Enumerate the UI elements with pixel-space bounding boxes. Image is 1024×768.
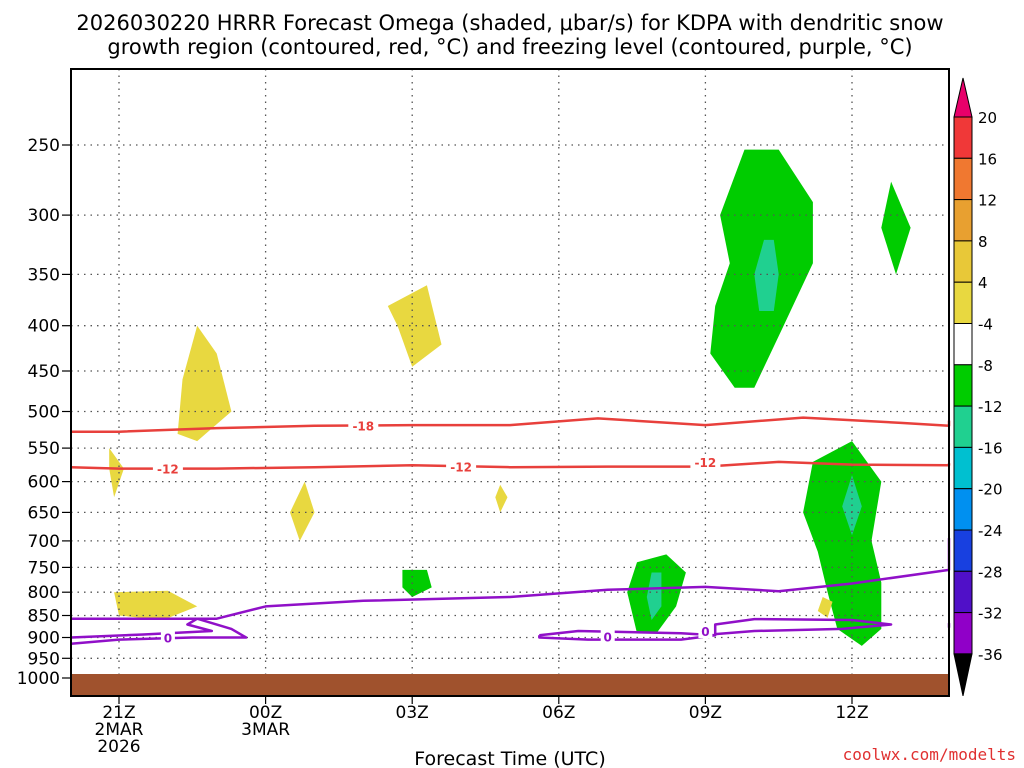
colorbar-label-9: -20: [978, 481, 1003, 499]
y-tick-label-600: 600: [28, 473, 60, 493]
freezing-loop-1: [538, 629, 717, 641]
colorbar-box-2: [953, 199, 973, 242]
grid-lines: [71, 69, 949, 696]
colorbar-box-4: [953, 281, 973, 325]
colorbar-top-arrow: [953, 77, 973, 118]
y-tick-label-650: 650: [28, 503, 60, 523]
y-tick-label-800: 800: [28, 583, 60, 603]
freezing-label-2-bg: [698, 623, 713, 638]
chart-title-line-2: growth region (contoured, red, °C) and f…: [107, 35, 912, 59]
omega-region-3: [387, 285, 442, 367]
colorbar-box-8: [953, 446, 973, 490]
colorbar-box-9: [953, 488, 973, 531]
freezing-loop-2: [713, 617, 893, 636]
omega-shading: [109, 149, 911, 646]
y-tick-label-900: 900: [28, 629, 60, 649]
x-axis-label: Forecast Time (UTC): [414, 748, 605, 768]
colorbar-label-1: 16: [978, 150, 997, 168]
dgz-extra-label-0-bg: [446, 458, 477, 474]
colorbar-box-0: [953, 116, 973, 159]
y-tick-label-500: 500: [28, 403, 60, 423]
colorbar-box-7: [953, 405, 973, 448]
dgz-label-0-bg: [348, 417, 379, 433]
omega-region-6: [290, 481, 315, 541]
colorbar-label-2: 12: [978, 192, 997, 210]
colorbar-box-3: [953, 240, 973, 283]
dgz-extra-label-0: -12: [450, 461, 472, 475]
omega-region-2: [881, 181, 911, 275]
colorbar-label-11: -28: [978, 563, 1003, 581]
omega-region-10: [495, 484, 508, 513]
colorbar-label-8: -16: [978, 439, 1003, 457]
colorbar-box-10: [953, 529, 973, 572]
colorbar-box-6: [953, 364, 973, 407]
omega-region-12: [803, 441, 882, 646]
colorbar-label-6: -8: [978, 357, 993, 375]
x-tick-label-21Z-0: 21Z: [102, 703, 135, 723]
x-tick-label-03Z-0: 03Z: [396, 703, 429, 723]
freezing-label-0-bg: [160, 629, 175, 645]
y-tick-label-850: 850: [28, 607, 60, 627]
ground-surface: [71, 674, 949, 696]
freezing-label-1: 0: [604, 631, 612, 645]
y-tick-label-550: 550: [28, 439, 60, 459]
colorbar-label-4: 4: [978, 274, 988, 292]
x-tick-label-21Z-1: 2MAR: [95, 720, 144, 740]
colorbar-box-11: [953, 570, 973, 614]
omega-region-11: [114, 590, 198, 620]
dgz-contour-0: [71, 416, 951, 433]
y-tick-label-750: 750: [28, 558, 60, 578]
colorbar-label-5: -4: [978, 316, 993, 334]
chart-title-line-1: 2026030220 HRRR Forecast Omega (shaded, …: [76, 11, 943, 35]
omega-region-9: [646, 572, 662, 620]
x-tick-label-09Z-0: 09Z: [689, 703, 722, 723]
freezing-label-1-bg: [600, 628, 615, 644]
x-tick-label-06Z-0: 06Z: [542, 703, 575, 723]
dgz-label-1: -12: [157, 463, 179, 477]
plot-border: [70, 68, 950, 697]
colorbar-label-10: -24: [978, 522, 1003, 540]
colorbar-label-7: -12: [978, 398, 1003, 416]
dgz-extra-label-1-bg: [690, 453, 721, 469]
colorbar-label-13: -36: [978, 646, 1003, 664]
y-tick-label-350: 350: [28, 265, 60, 285]
freezing-label-2: 0: [701, 625, 709, 639]
y-tick-label-700: 700: [28, 532, 60, 552]
colorbar-label-0: 20: [978, 109, 997, 127]
omega-region-14: [817, 597, 833, 618]
y-tick-label-450: 450: [28, 362, 60, 382]
plot-area: -18 -12 -12 -12 0 0 0: [70, 68, 951, 697]
dgz-extra-label-1: -12: [695, 456, 717, 470]
y-tick-label-1000: 1000: [17, 669, 60, 689]
freezing-label-0: 0: [164, 632, 172, 646]
credit-text: coolwx.com/modelts: [843, 745, 1016, 764]
colorbar-label-3: 8: [978, 233, 988, 251]
dgz-label-0: -18: [352, 420, 374, 434]
x-tick-label-21Z-2: 2026: [97, 737, 140, 757]
colorbar-box-12: [953, 612, 973, 655]
colorbar-box-1: [953, 157, 973, 201]
y-tick-label-250: 250: [28, 136, 60, 156]
y-tick-label-950: 950: [28, 649, 60, 669]
freezing-loop-0: [70, 617, 248, 646]
y-tick-label-400: 400: [28, 317, 60, 337]
omega-region-7: [402, 569, 432, 597]
x-tick-label-12Z-0: 12Z: [835, 703, 868, 723]
omega-region-5: [109, 448, 124, 498]
colorbar-label-12: -32: [978, 605, 1003, 623]
omega-region-4: [177, 325, 232, 442]
x-tick-label-00Z-1: 3MAR: [241, 720, 290, 740]
y-axis: 2503003504004505005506006507007508008509…: [17, 136, 71, 689]
dgz-label-1-bg: [152, 460, 183, 476]
colorbar-bottom-arrow: [953, 653, 973, 697]
omega-region-1: [754, 239, 779, 311]
colorbar: 20 16 12 8 4 -4 -8 -12 -16 -20 -24 -28 -32 -36: [953, 77, 1003, 697]
x-tick-label-00Z-0: 00Z: [249, 703, 282, 723]
colorbar-box-5: [953, 323, 973, 366]
y-tick-label-300: 300: [28, 206, 60, 226]
